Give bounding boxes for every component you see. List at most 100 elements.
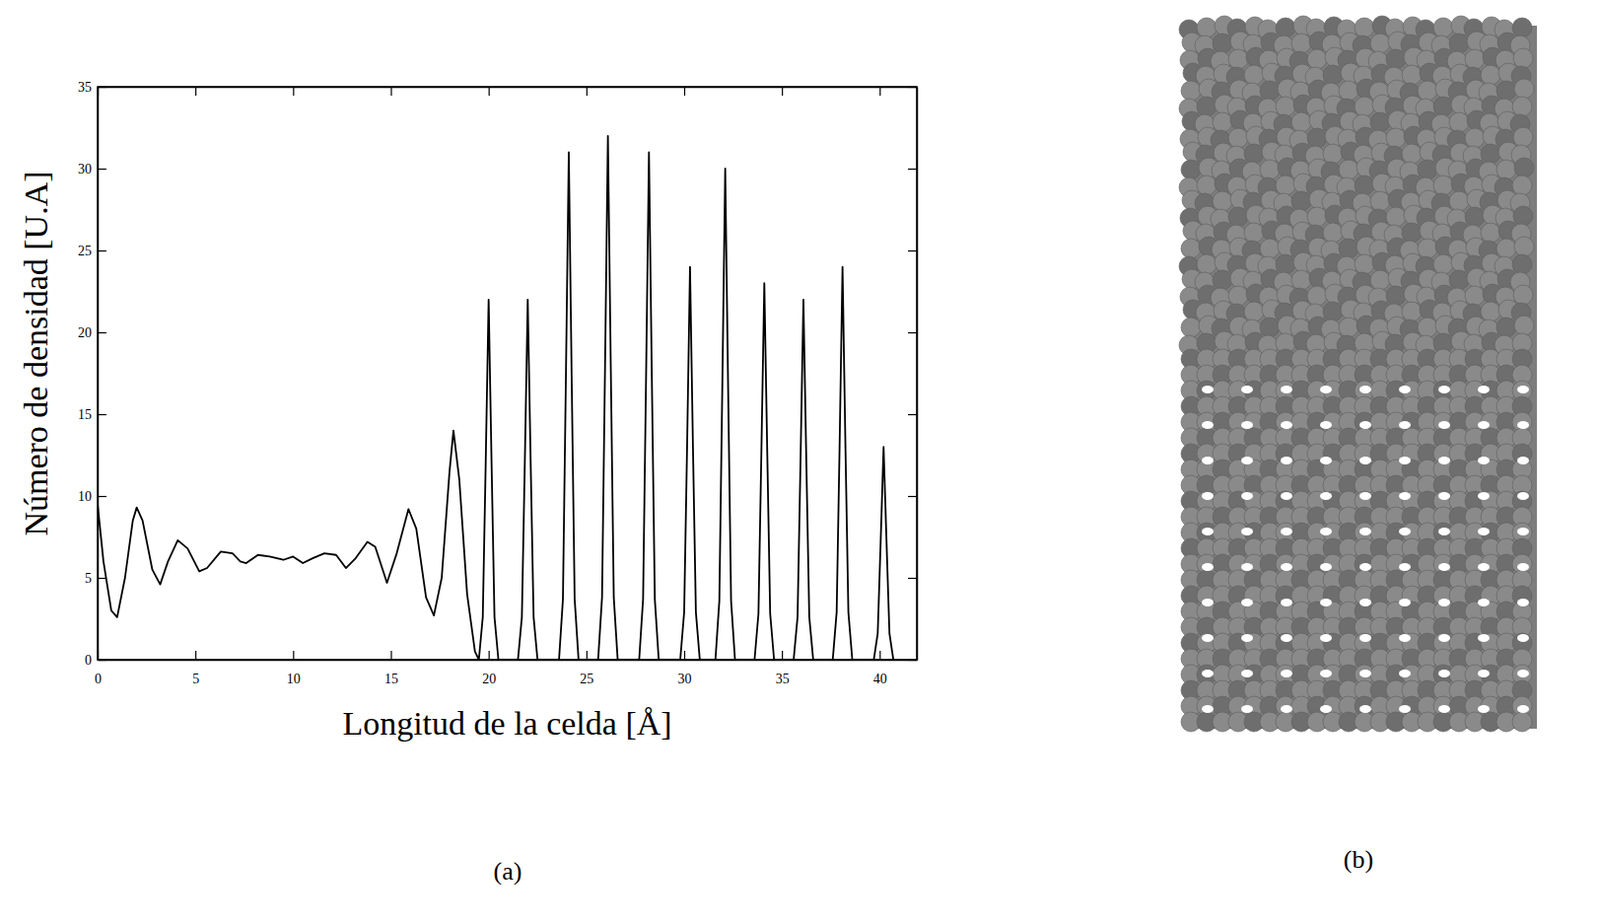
atom: [1513, 206, 1533, 226]
atom: [1401, 143, 1422, 164]
x-axis-tick-label: 5: [192, 671, 200, 687]
x-axis-tick-mark: [390, 650, 392, 660]
lattice-gap: [1241, 456, 1253, 465]
panel-label: (b): [1343, 844, 1374, 874]
lattice-gap: [1201, 456, 1214, 465]
atom: [1291, 191, 1312, 211]
atom: [1291, 270, 1312, 290]
lattice-gap: [1201, 633, 1214, 642]
atom: [1417, 238, 1438, 259]
lattice-gap: [1320, 385, 1332, 394]
y-axis-tick: 25: [77, 243, 107, 259]
x-axis-top-tick-mark: [292, 86, 294, 96]
lattice-gap: [1359, 527, 1372, 536]
atom: [1417, 80, 1438, 101]
x-axis-title: Longitud de la celda [Å]: [342, 704, 672, 742]
y-axis-tick-label: 30: [77, 161, 92, 177]
atom: [1244, 143, 1264, 164]
lattice-gap: [1241, 633, 1253, 642]
y-axis-tick-label: 5: [84, 570, 92, 586]
x-axis-tick-mark: [684, 650, 686, 660]
lattice-gap: [1398, 456, 1411, 465]
atom: [1370, 112, 1391, 133]
atom: [1354, 17, 1375, 38]
y-axis-tick: 10: [77, 488, 107, 504]
lattice-gap: [1280, 562, 1293, 571]
lattice-gap: [1359, 491, 1372, 500]
y-axis-right-tick: [907, 495, 917, 497]
x-axis-tick-label: 25: [579, 671, 594, 687]
x-axis-tick-label: 30: [677, 671, 692, 687]
atom: [1433, 17, 1454, 38]
lattice-gap: [1517, 669, 1530, 678]
atom: [1275, 175, 1296, 196]
y-axis-tick: 15: [77, 407, 107, 422]
plot-area: [97, 136, 894, 660]
y-axis-right-tick-mark: [907, 332, 917, 334]
atom: [1480, 301, 1501, 322]
y-axis-right-tick-mark: [907, 168, 917, 170]
atom: [1259, 238, 1280, 259]
y-axis-tick-label: 20: [77, 325, 92, 341]
lattice-gap: [1201, 385, 1214, 394]
atom: [1338, 238, 1359, 259]
y-axis-right-tick-mark: [907, 250, 917, 252]
lattice-gap: [1398, 669, 1411, 678]
x-axis-tick-label: 15: [384, 671, 399, 687]
lattice-gap: [1320, 669, 1332, 678]
y-axis-right-tick: [907, 659, 917, 661]
y-axis-tick-label: 25: [77, 243, 92, 259]
x-axis-top-tick-mark: [684, 86, 686, 96]
x-axis-tick-mark: [195, 650, 197, 660]
atom: [1513, 48, 1533, 69]
x-axis-top-tick: [781, 86, 783, 96]
lattice-gap: [1280, 633, 1293, 642]
atom: [1386, 128, 1406, 148]
y-axis-tick-label: 10: [77, 488, 92, 504]
atom: [1449, 191, 1469, 211]
x-axis-tick-mark: [781, 650, 783, 660]
lattice-gap: [1438, 598, 1451, 607]
atom: [1480, 65, 1501, 85]
lattice-gap: [1477, 562, 1490, 571]
lattice-gap: [1320, 491, 1332, 500]
atom: [1259, 159, 1280, 180]
atom: [1181, 80, 1201, 101]
atom: [1196, 17, 1217, 38]
x-axis-top: [98, 86, 918, 96]
atom: [1496, 80, 1517, 101]
y-axis-right-tick: [907, 86, 917, 88]
atom: [1196, 175, 1217, 196]
atom: [1322, 65, 1343, 85]
atom: [1307, 207, 1327, 227]
y-axis-tick: 35: [77, 79, 107, 95]
x-axis-top-tick: [390, 86, 392, 96]
lattice-gap: [1398, 562, 1411, 571]
atom: [1275, 254, 1296, 275]
y-axis-right-tick-mark: [907, 86, 917, 88]
atom: [1512, 711, 1532, 732]
x-axis-top-tick: [684, 86, 686, 96]
y-axis-tick-mark: [97, 332, 107, 334]
y-axis-tick-mark: [97, 414, 107, 416]
lattice-gap: [1320, 456, 1332, 465]
lattice-gap: [1201, 669, 1214, 678]
atom: [1496, 317, 1517, 338]
x-axis-tick: 5: [192, 650, 200, 687]
x-axis-tick: 40: [873, 650, 888, 687]
x-axis-top-tick-mark: [781, 86, 783, 96]
lattice-gap: [1201, 527, 1214, 536]
x-axis-top-tick-mark: [586, 86, 588, 96]
lattice-gap: [1477, 420, 1490, 429]
panel-label: (a): [493, 856, 523, 886]
lattice-gap: [1398, 598, 1411, 607]
lattice-gap: [1438, 491, 1451, 500]
lattice-gap: [1359, 385, 1372, 394]
atom: [1181, 159, 1201, 180]
lattice-gap: [1438, 633, 1451, 642]
lattice-gap: [1398, 385, 1411, 394]
lattice-gap: [1477, 456, 1490, 465]
x-axis-top-line: [98, 86, 918, 89]
x-axis-tick: 15: [384, 650, 399, 687]
y-axis-tick-label: 35: [77, 79, 92, 95]
